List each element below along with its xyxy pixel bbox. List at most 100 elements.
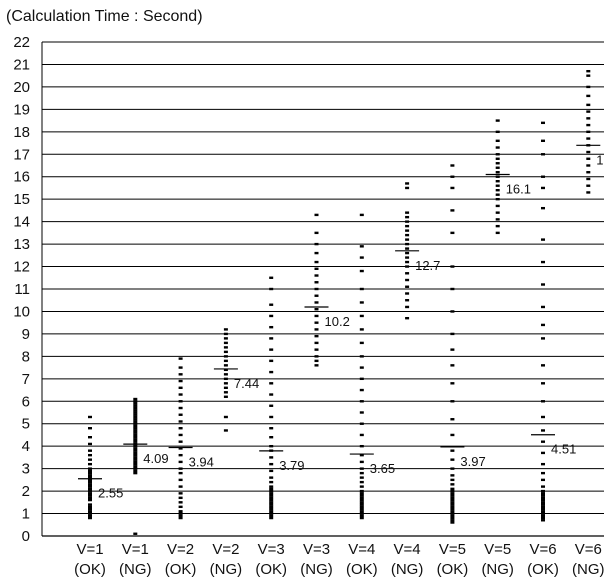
- data-point: [359, 467, 364, 470]
- x-tick-label-sub: (OK): [74, 561, 106, 578]
- data-point: [405, 182, 410, 185]
- data-point: [359, 245, 364, 248]
- data-point: [223, 328, 228, 331]
- data-point: [541, 516, 545, 520]
- data-point: [314, 294, 319, 297]
- y-tick-label: 6: [22, 393, 30, 410]
- data-point: [495, 139, 500, 142]
- mean-label: 4.09: [143, 451, 168, 466]
- data-point: [359, 433, 364, 437]
- data-point: [495, 189, 500, 192]
- chart-title: (Calculation Time : Second): [6, 8, 203, 25]
- data-point: [450, 498, 455, 502]
- data-point: [359, 411, 364, 414]
- data-point: [178, 516, 183, 520]
- data-point: [586, 74, 591, 77]
- mean-markers: 2.55 4.09 3.94 7.44 3.79 10.2 3.65 12.7 3.97 16.1…: [78, 144, 604, 501]
- data-point: [541, 139, 545, 142]
- data-point: [359, 422, 364, 425]
- data-point: [541, 478, 545, 482]
- data-point: [541, 337, 545, 340]
- data-point: [359, 505, 364, 509]
- data-point: [178, 420, 183, 423]
- data-point: [359, 460, 364, 464]
- data-point: [269, 503, 274, 506]
- data-point: [88, 449, 92, 452]
- data-point: [88, 415, 92, 419]
- x-tick-label: V=4: [348, 541, 375, 558]
- data-point: [405, 211, 410, 214]
- data-point: [359, 507, 364, 511]
- y-tick-label: 19: [13, 101, 30, 118]
- data-point: [223, 350, 228, 354]
- data-point: [586, 123, 591, 127]
- data-point: [450, 467, 455, 470]
- y-tick-label: 22: [13, 34, 30, 51]
- data-point: [405, 260, 410, 264]
- x-tick-label: V=6: [575, 541, 602, 558]
- data-point: [133, 427, 138, 430]
- data-point: [269, 314, 274, 318]
- data-point: [223, 429, 228, 432]
- data-point: [450, 505, 455, 509]
- data-point: [223, 382, 228, 385]
- grid-lines: [42, 41, 604, 537]
- data-point: [269, 404, 274, 407]
- data-point: [133, 415, 138, 419]
- data-point: [314, 364, 319, 367]
- data-point: [495, 162, 500, 165]
- mean-label: 4.51: [551, 442, 576, 457]
- data-point: [359, 512, 364, 515]
- data-point: [269, 514, 274, 517]
- data-point: [586, 94, 591, 98]
- y-tick-label: 16: [13, 169, 30, 186]
- data-point: [450, 503, 455, 506]
- data-point: [541, 415, 545, 419]
- x-tick-label-sub: (NG): [119, 561, 152, 578]
- data-point: [586, 157, 591, 160]
- data-point: [178, 400, 183, 403]
- data-point: [88, 478, 92, 482]
- data-point: [541, 471, 545, 475]
- data-point: [178, 413, 183, 416]
- data-point: [269, 382, 274, 385]
- data-point: [359, 485, 364, 488]
- data-point: [359, 498, 364, 502]
- data-point: [495, 175, 500, 178]
- data-point: [133, 460, 138, 464]
- data-point: [314, 334, 319, 338]
- data-point: [495, 204, 500, 208]
- data-point: [269, 287, 274, 291]
- data-point: [450, 519, 455, 522]
- data-point: [269, 393, 274, 396]
- data-point: [133, 447, 138, 450]
- data-point: [586, 110, 591, 113]
- data-point: [269, 496, 274, 500]
- y-tick-label: 2: [22, 483, 30, 500]
- data-point: [88, 496, 92, 500]
- data-point: [586, 130, 591, 134]
- data-point: [450, 512, 455, 515]
- data-point: [541, 494, 545, 497]
- data-point: [269, 462, 274, 466]
- x-tick-label: V=5: [439, 541, 466, 558]
- data-point: [314, 341, 319, 345]
- data-point: [359, 510, 364, 513]
- data-point: [541, 305, 545, 309]
- data-point: [178, 510, 183, 513]
- data-point: [541, 175, 545, 178]
- data-point: [88, 442, 92, 446]
- data-point: [450, 487, 455, 491]
- data-point: [450, 496, 455, 500]
- data-point: [88, 492, 92, 495]
- y-tick-label: 3: [22, 461, 30, 478]
- data-point: [178, 357, 183, 360]
- data-point: [223, 332, 228, 336]
- y-tick-label: 17: [13, 146, 30, 163]
- data-point: [450, 186, 455, 190]
- data-point: [586, 103, 591, 107]
- y-tick-label: 15: [13, 191, 30, 208]
- data-point: [450, 287, 455, 291]
- data-point: [314, 348, 319, 351]
